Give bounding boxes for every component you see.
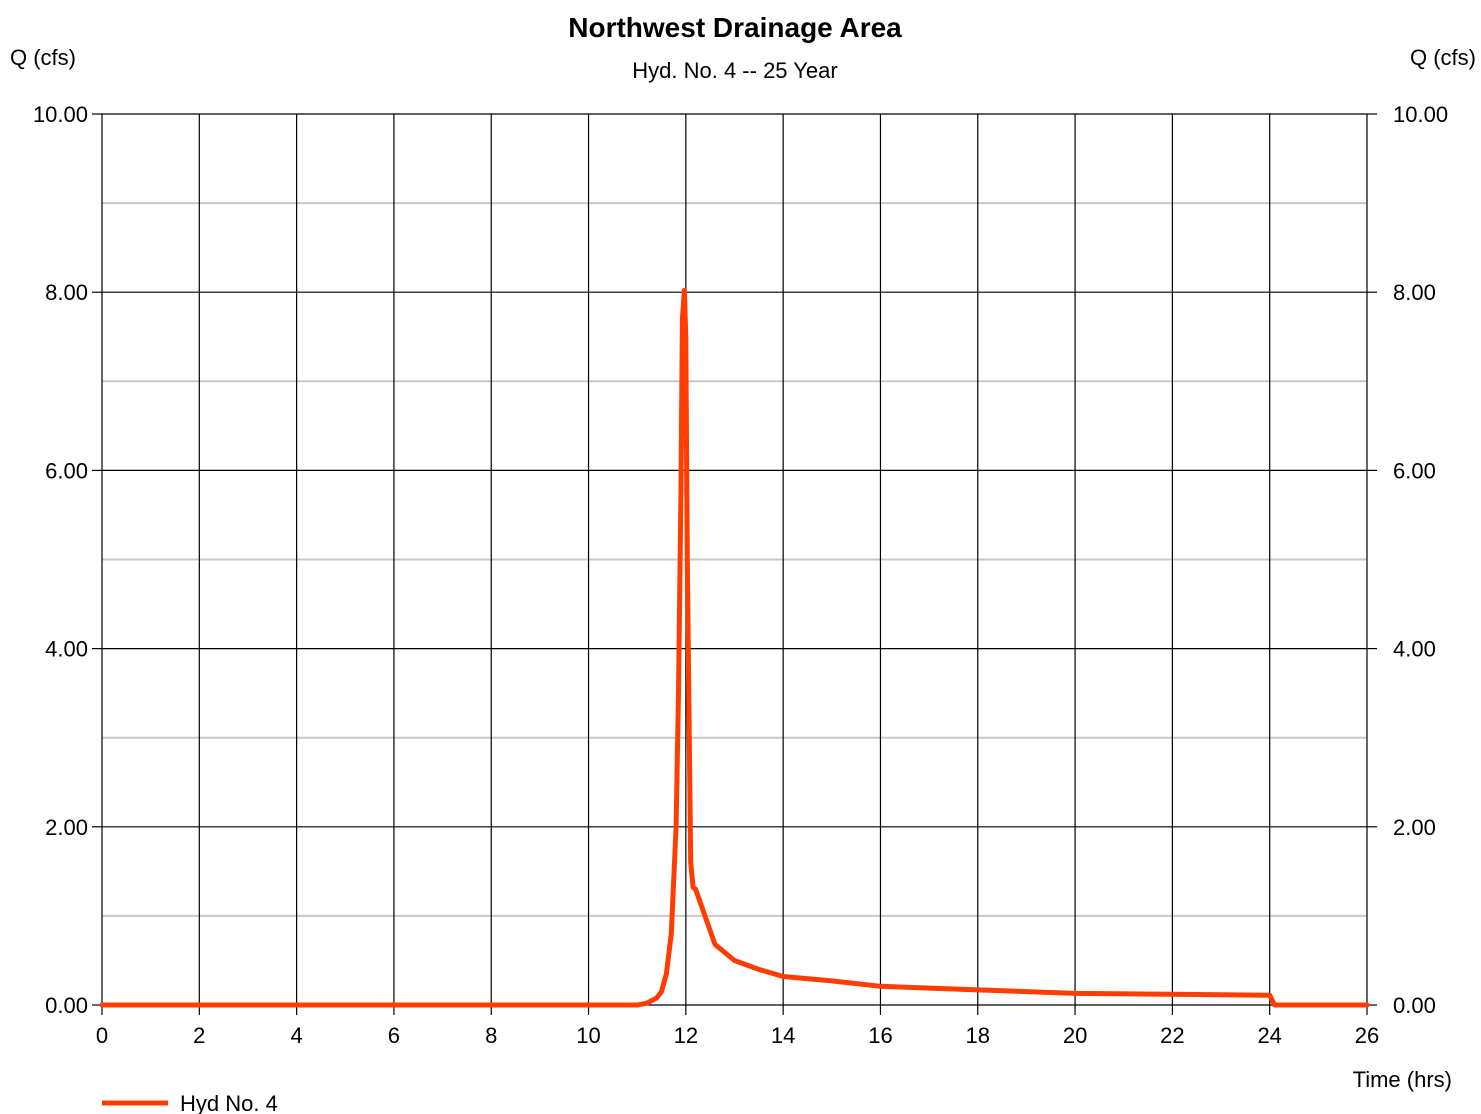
series-line-hyd-no-4 (99, 287, 1370, 1008)
x-tick-label: 16 (868, 1023, 892, 1048)
minor-gridlines (102, 202, 1367, 917)
y-tick-label-left: 10.00 (33, 102, 88, 127)
chart-subtitle: Hyd. No. 4 -- 25 Year (632, 58, 837, 83)
y-tick-label-left: 2.00 (45, 815, 88, 840)
x-tick-label: 4 (290, 1023, 302, 1048)
tick-labels: 0.00 0.00 2.00 2.00 4.00 4.00 6.00 6.00 8.00 8.00… (33, 102, 1448, 1048)
x-tick-label: 14 (771, 1023, 795, 1048)
y-tick-label-left: 6.00 (45, 458, 88, 483)
y-tick-label-left: 0.00 (45, 993, 88, 1018)
legend-label: Hyd No. 4 (180, 1091, 278, 1114)
y-tick-label-right: 2.00 (1393, 815, 1436, 840)
x-tick-label: 0 (96, 1023, 108, 1048)
x-tick-label: 10 (576, 1023, 600, 1048)
y-tick-label-right: 6.00 (1393, 458, 1436, 483)
chart-title: Northwest Drainage Area (568, 12, 902, 43)
y-tick-label-left: 4.00 (45, 637, 88, 662)
y-tick-label-right: 4.00 (1393, 637, 1436, 662)
x-tick-label: 24 (1257, 1023, 1281, 1048)
y-tick-label-right: 0.00 (1393, 993, 1436, 1018)
x-tick-label: 12 (674, 1023, 698, 1048)
x-axis-label: Time (hrs) (1353, 1067, 1452, 1092)
x-tick-label: 20 (1063, 1023, 1087, 1048)
series-lines (99, 287, 1370, 1008)
x-tick-label: 6 (388, 1023, 400, 1048)
legend: Hyd No. 4 (102, 1091, 278, 1114)
x-tick-label: 2 (193, 1023, 205, 1048)
x-tick-label: 8 (485, 1023, 497, 1048)
x-tick-label: 26 (1355, 1023, 1379, 1048)
x-tick-label: 18 (966, 1023, 990, 1048)
y-tick-label-right: 10.00 (1393, 102, 1448, 127)
x-tick-label: 22 (1160, 1023, 1184, 1048)
y-tick-label-left: 8.00 (45, 280, 88, 305)
y-axis-label-left: Q (cfs) (10, 45, 76, 70)
y-axis-label-right: Q (cfs) (1410, 45, 1476, 70)
y-tick-label-right: 8.00 (1393, 280, 1436, 305)
axis-ticks (92, 113, 1377, 1015)
